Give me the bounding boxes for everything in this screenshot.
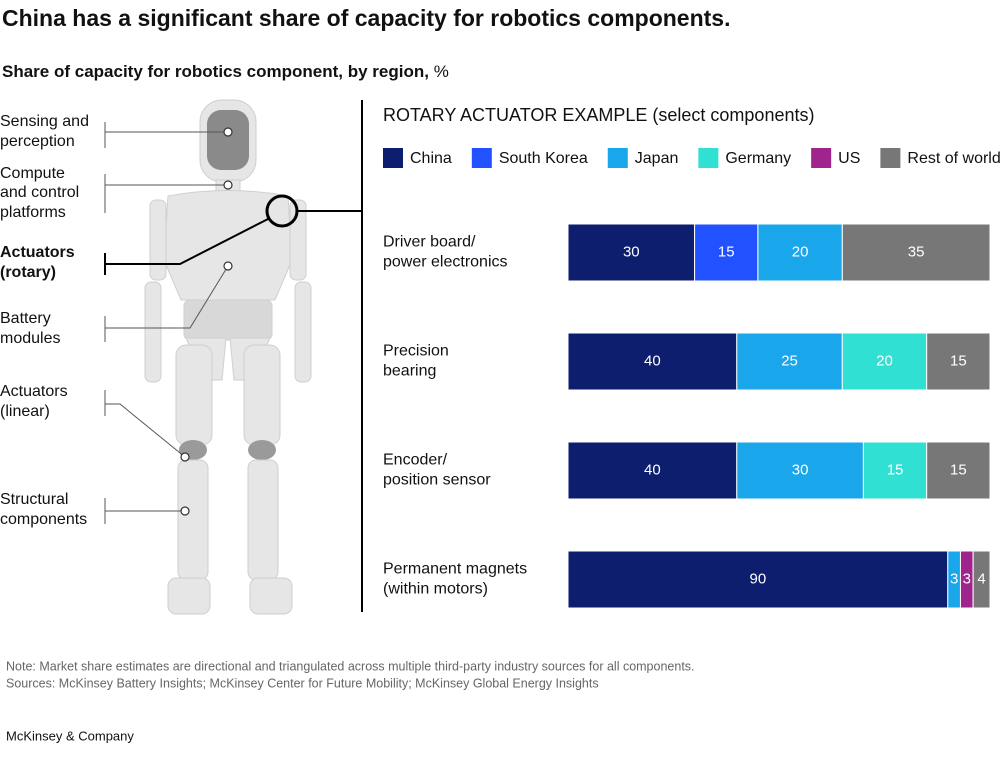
body-label: Battery bbox=[0, 310, 51, 327]
value-label: 30 bbox=[623, 243, 640, 260]
subtitle-line: Share of capacity for robotics component… bbox=[2, 62, 449, 81]
body-label: Compute bbox=[0, 165, 65, 182]
legend-swatch bbox=[607, 148, 628, 168]
bar-segment bbox=[567, 223, 696, 282]
body-label: platforms bbox=[0, 204, 66, 221]
bar-segment bbox=[926, 441, 991, 500]
chart-title: China has a significant share of capacit… bbox=[2, 5, 731, 31]
body-label: components bbox=[0, 511, 87, 528]
value-label: 15 bbox=[950, 461, 967, 478]
bar-segment bbox=[972, 550, 991, 609]
value-label: 20 bbox=[792, 243, 809, 260]
bar-segment bbox=[862, 441, 928, 500]
legend-swatch bbox=[698, 148, 719, 168]
category-label: bearing bbox=[383, 363, 436, 380]
value-label: 3 bbox=[950, 570, 958, 587]
bar-segment bbox=[841, 223, 991, 282]
body-label: Actuators bbox=[0, 244, 75, 261]
value-label: 25 bbox=[781, 352, 798, 369]
value-label: 40 bbox=[644, 352, 661, 369]
value-label: 90 bbox=[750, 570, 767, 587]
value-label: 35 bbox=[908, 243, 925, 260]
legend-label: South Korea bbox=[499, 150, 588, 167]
section-title: ROTARY ACTUATOR EXAMPLE (select componen… bbox=[383, 105, 814, 125]
legend-label: China bbox=[410, 150, 452, 167]
sources: Sources: McKinsey Battery Insights; McKi… bbox=[6, 676, 599, 690]
category-label: position sensor bbox=[383, 472, 491, 489]
category-label: (within motors) bbox=[383, 581, 488, 598]
legend-label: Germany bbox=[725, 150, 791, 167]
body-label: (linear) bbox=[0, 403, 50, 420]
legend-label: Rest of world bbox=[907, 150, 1000, 167]
legend-swatch bbox=[471, 148, 492, 168]
subtitle: Share of capacity for robotics component… bbox=[2, 62, 429, 81]
connectors bbox=[104, 100, 363, 612]
bar-segment bbox=[694, 223, 759, 282]
value-label: 15 bbox=[718, 243, 735, 260]
category-label: Precision bbox=[383, 343, 449, 360]
legend-label: Japan bbox=[635, 150, 679, 167]
bar-segment bbox=[567, 332, 738, 391]
value-label: 4 bbox=[977, 570, 985, 587]
value-label: 15 bbox=[887, 461, 904, 478]
body-label: (rotary) bbox=[0, 264, 56, 281]
category-label: Driver board/ bbox=[383, 234, 476, 251]
value-label: 15 bbox=[950, 352, 967, 369]
brand: McKinsey & Company bbox=[6, 728, 134, 743]
category-label: Permanent magnets bbox=[383, 561, 527, 578]
value-label: 20 bbox=[876, 352, 893, 369]
body-label: modules bbox=[0, 330, 60, 347]
body-label: and control bbox=[0, 184, 79, 201]
body-label: perception bbox=[0, 133, 75, 150]
body-label: Sensing and bbox=[0, 113, 89, 130]
category-label: Encoder/ bbox=[383, 452, 448, 469]
bar-segment bbox=[841, 332, 928, 391]
bar-segment bbox=[757, 223, 843, 282]
robot bbox=[144, 99, 312, 615]
body-label: Actuators bbox=[0, 383, 68, 400]
body-label: Structural bbox=[0, 491, 68, 508]
legend-swatch bbox=[383, 148, 403, 168]
value-label: 40 bbox=[644, 461, 661, 478]
bar-segment bbox=[567, 550, 949, 609]
legend-swatch bbox=[880, 148, 901, 168]
legend-label: US bbox=[838, 150, 860, 167]
bar-segment bbox=[926, 332, 991, 391]
legend-swatch bbox=[811, 148, 832, 168]
value-label: 3 bbox=[963, 570, 971, 587]
bar-segment bbox=[736, 332, 843, 391]
category-label: power electronics bbox=[383, 254, 508, 271]
bar-segment bbox=[567, 441, 738, 500]
value-label: 30 bbox=[792, 461, 809, 478]
unit: % bbox=[434, 62, 449, 81]
note: Note: Market share estimates are directi… bbox=[6, 659, 695, 673]
